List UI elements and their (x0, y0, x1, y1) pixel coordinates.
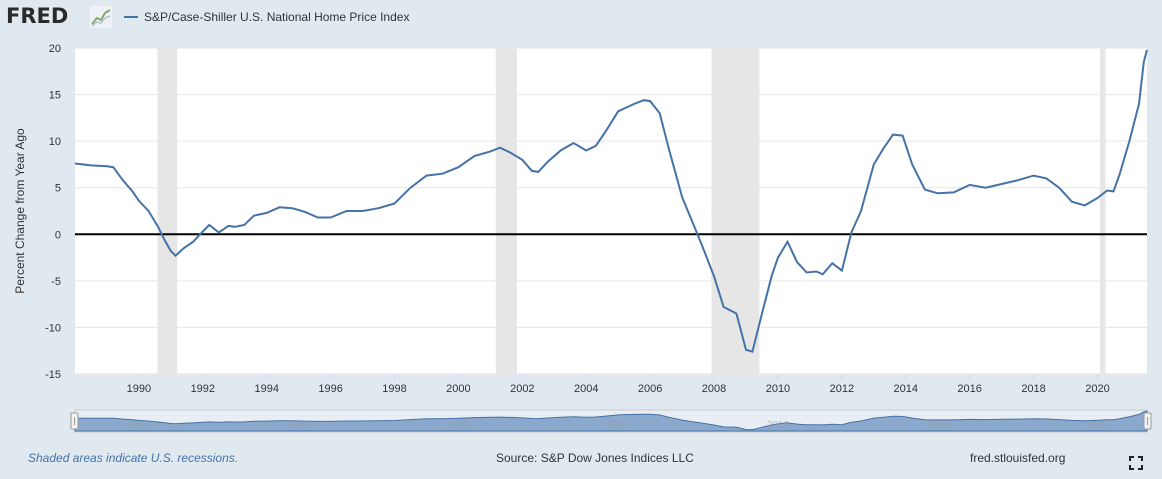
x-tick-label: 2004 (574, 383, 598, 395)
x-tick-label: 2000 (446, 383, 470, 395)
x-tick-label: 2014 (894, 383, 918, 395)
y-tick-label: 10 (49, 136, 61, 148)
x-tick-label: 1990 (127, 383, 151, 395)
recession-band (157, 48, 178, 374)
x-tick-label: 1994 (254, 383, 278, 395)
fred-logo[interactable]: FRED (6, 4, 69, 28)
series-line (74, 49, 1148, 353)
navigator-label: 2005 (607, 420, 630, 431)
navigator-label: 1990 (128, 420, 151, 431)
legend-label: S&P/Case-Shiller U.S. National Home Pric… (144, 10, 410, 24)
x-tick-label: 2002 (510, 383, 534, 395)
y-tick-label: 5 (55, 183, 61, 195)
x-tick-label: 2018 (1021, 383, 1045, 395)
navigator-label: 2015 (927, 420, 950, 431)
navigator-label: 2010 (767, 420, 790, 431)
x-tick-label: 2008 (702, 383, 726, 395)
navigator-label: 1995 (288, 420, 311, 431)
chart-legend[interactable]: S&P/Case-Shiller U.S. National Home Pric… (124, 10, 409, 24)
y-axis-label: Percent Change from Year Ago (13, 128, 27, 294)
x-tick-label: 2012 (830, 383, 854, 395)
navigator-label: 2020 (1086, 420, 1109, 431)
navigator[interactable]: 1990 1995 2000 2005 2010 2015 2020 (70, 409, 1152, 433)
recession-band (711, 48, 760, 374)
x-tick-label: 2016 (957, 383, 981, 395)
y-tick-label: 15 (49, 90, 61, 102)
y-tick-label: 20 (49, 43, 61, 55)
y-tick-label: -10 (45, 322, 61, 334)
x-tick-label: 1992 (191, 383, 215, 395)
y-tick-label: -15 (45, 369, 61, 381)
chart-header: FRED S&P/Case-Shiller U.S. National Home… (0, 0, 1162, 40)
fullscreen-icon[interactable] (1129, 456, 1143, 470)
x-tick-label: 2006 (638, 383, 662, 395)
x-tick-label: 1996 (318, 383, 342, 395)
x-tick-label: 1998 (382, 383, 406, 395)
graph-icon (90, 6, 112, 28)
x-tick-label: 2010 (766, 383, 790, 395)
recession-band (1100, 48, 1106, 374)
site-link[interactable]: fred.stlouisfed.org (970, 451, 1066, 465)
navigator-label: 2000 (447, 420, 470, 431)
navigator-area (74, 410, 1148, 432)
legend-swatch (124, 16, 138, 18)
recession-band (495, 48, 517, 374)
source-text: Source: S&P Dow Jones Indices LLC (496, 451, 694, 465)
recession-note: Shaded areas indicate U.S. recessions. (28, 451, 239, 465)
x-tick-label: 2020 (1085, 383, 1109, 395)
plot-background (75, 48, 1147, 374)
y-tick-label: 0 (55, 229, 61, 241)
y-tick-label: -5 (51, 276, 61, 288)
